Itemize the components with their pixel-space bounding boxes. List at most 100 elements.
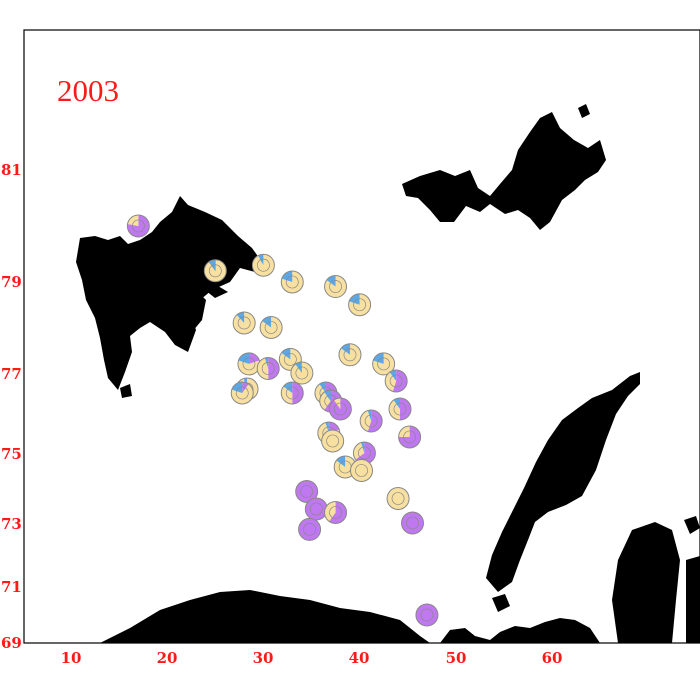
pie-slice-yellow [260, 316, 283, 339]
landmasses [76, 104, 700, 643]
marker-outline [386, 487, 410, 510]
marker-inner-ring [285, 275, 299, 289]
year-title: 2003 [57, 73, 119, 108]
pie-slice-blue [231, 382, 243, 393]
pie-slice-purple [367, 410, 383, 432]
x-tick-label: 30 [253, 649, 274, 667]
marker-inner-ring [343, 348, 357, 362]
marker-inner-ring [303, 523, 316, 536]
station-marker [203, 259, 227, 283]
pie-slice-yellow [231, 384, 254, 404]
pie-slice-blue [373, 352, 384, 364]
marker-inner-ring [420, 608, 434, 622]
pie-slice-purple [355, 442, 376, 465]
y-tick-label: 81 [1, 161, 22, 179]
plot-frame [23, 29, 700, 644]
marker-inner-ring [257, 258, 270, 272]
pie-slice-blue [349, 293, 360, 305]
station-marker [359, 409, 383, 433]
pie-slice-purple [298, 518, 321, 541]
station-marker [324, 275, 348, 299]
y-tick-labels: 81 79 77 75 73 71 69 [1, 161, 22, 652]
marker-inner-ring [235, 386, 249, 400]
marker-inner-ring [326, 434, 340, 448]
station-marker [384, 369, 408, 393]
pie-slice-yellow [387, 487, 410, 510]
marker-outline [298, 517, 322, 541]
station-marker [280, 381, 304, 405]
marker-inner-ring [208, 264, 222, 278]
station-marker [372, 352, 396, 376]
marker-inner-ring [300, 485, 314, 498]
marker-outline [126, 214, 150, 238]
pie-slice-purple [127, 215, 150, 238]
yamal-peninsula [612, 522, 680, 643]
y-tick-label: 75 [1, 445, 22, 463]
x-tick-label: 60 [542, 649, 563, 667]
station-marker [352, 441, 376, 465]
marker-inner-ring [406, 516, 419, 530]
marker-inner-ring [283, 352, 297, 366]
kong-karls-land [205, 286, 228, 298]
marker-inner-ring [333, 402, 347, 416]
marker-inner-ring [264, 321, 278, 334]
novaya-zemlya [486, 372, 640, 592]
station-marker [230, 381, 254, 405]
pie-slice-blue [238, 352, 249, 364]
station-marker [350, 459, 374, 482]
kara-islet [684, 516, 700, 534]
marker-inner-ring [329, 506, 342, 519]
marker-outline [230, 381, 254, 405]
marker-outline [384, 369, 408, 393]
station-marker [290, 361, 314, 385]
marker-inner-ring [309, 502, 323, 516]
pie-slice-yellow [372, 352, 395, 375]
marker-inner-ring [285, 386, 299, 400]
marker-inner-ring [131, 219, 145, 233]
y-tick-label: 73 [1, 515, 22, 533]
pie-slice-purple [295, 480, 318, 503]
marker-outline [324, 501, 348, 524]
marker-outline [324, 275, 348, 299]
station-marker [324, 501, 348, 524]
kanin-land [440, 618, 600, 643]
station-marker [388, 397, 412, 421]
scandinavia-kola-land [100, 590, 430, 643]
marker-inner-ring [393, 402, 407, 416]
y-tick-label: 79 [1, 273, 22, 291]
marker-outline [359, 409, 383, 433]
marker-outline [348, 293, 372, 317]
marker-outline [203, 259, 227, 283]
station-marker [280, 270, 304, 294]
station-marker [256, 356, 280, 380]
marker-outline [280, 270, 304, 294]
svalbard-island-east [180, 290, 206, 332]
franz-josef-land [402, 112, 606, 230]
franz-josef-islet [578, 104, 590, 118]
pie-slice-yellow [321, 430, 344, 452]
pie-slice-yellow [389, 400, 401, 420]
marker-inner-ring [358, 446, 371, 460]
marker-outline [372, 352, 396, 376]
x-tick-label: 50 [446, 649, 467, 667]
pie-slice-purple [415, 604, 438, 626]
kara-east-land [686, 556, 700, 643]
pie-slice-yellow [204, 259, 227, 282]
station-marker [398, 425, 422, 449]
marker-inner-ring [391, 492, 405, 505]
marker-outline [278, 347, 302, 371]
pie-slice-yellow [237, 360, 260, 375]
pie-slice-yellow [127, 215, 139, 226]
marker-outline [280, 381, 304, 405]
station-marker [298, 517, 322, 541]
station-marker [295, 480, 319, 503]
svalbard-land [76, 196, 262, 390]
novaya-zemlya-south [492, 594, 510, 612]
pie-slice-blue [236, 311, 245, 323]
marker-inner-ring [389, 374, 403, 388]
pie-slice-purple [401, 512, 424, 534]
pie-slice-purple [305, 498, 328, 520]
x-tick-label: 10 [61, 649, 82, 667]
x-tick-label: 20 [157, 649, 178, 667]
